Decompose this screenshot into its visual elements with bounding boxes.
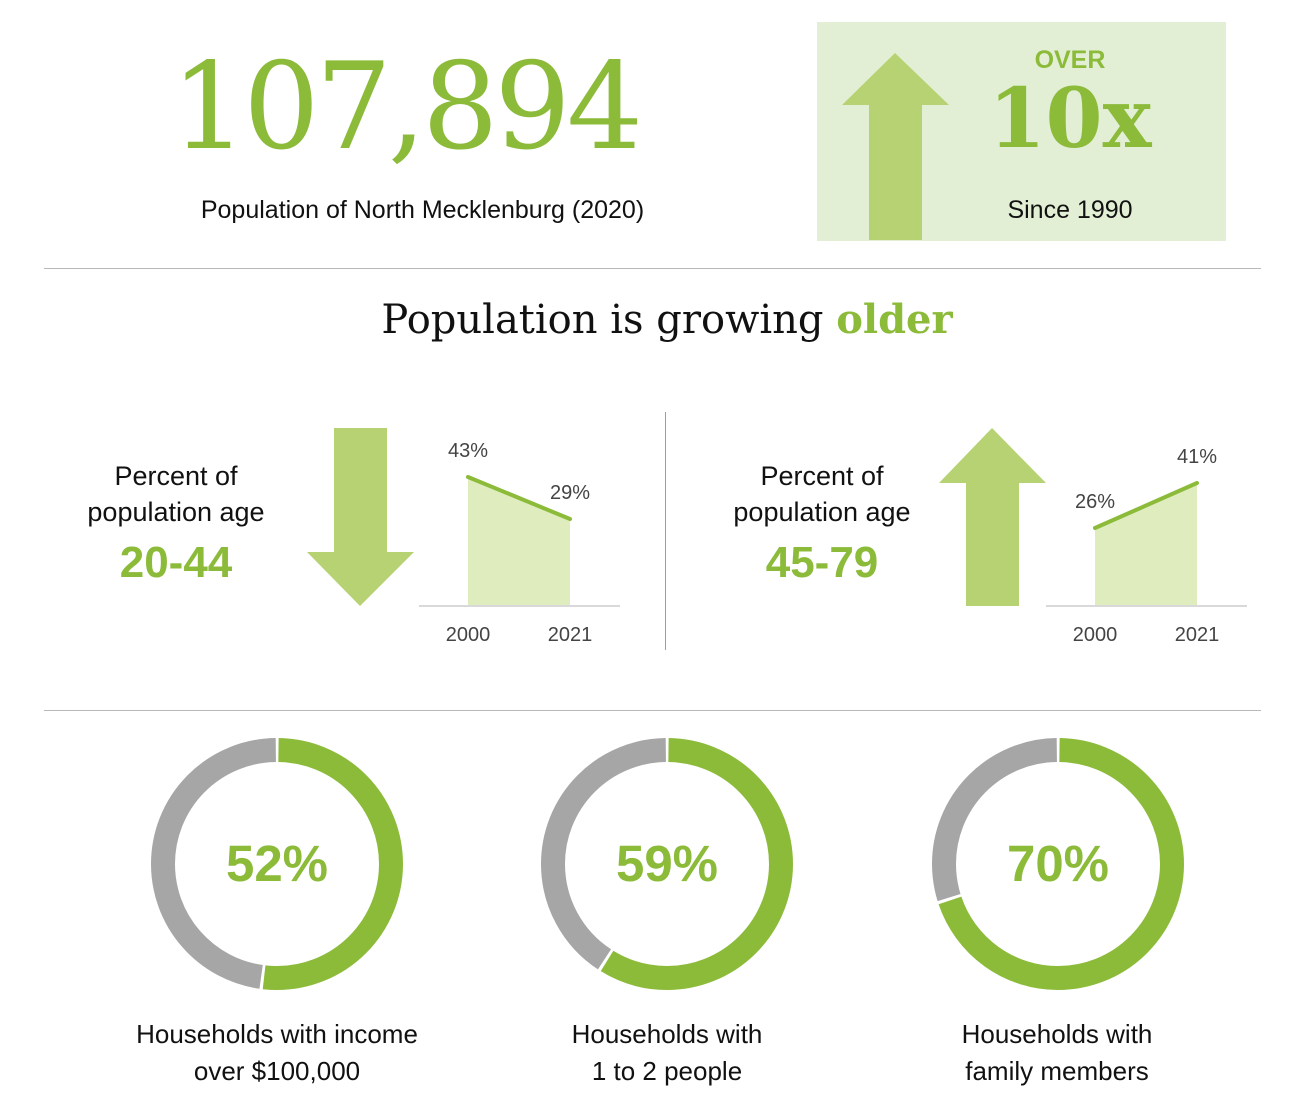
age-panel-2-range: 45-79 xyxy=(765,538,879,587)
donut-3-caption: Households with family members xyxy=(857,1016,1257,1090)
donut-remainder-arc xyxy=(541,738,793,990)
data-label: 41% xyxy=(1177,446,1217,468)
donut-chart-2 xyxy=(541,738,793,990)
age-panel-1-label-line2: population age xyxy=(87,497,265,527)
x-tick-label: 2021 xyxy=(548,624,593,646)
section-title-highlight: older xyxy=(836,296,953,343)
section-title: Population is growing older xyxy=(0,296,1310,343)
donut-1-value: 52% xyxy=(225,835,329,892)
donut-remainder-arc xyxy=(151,738,403,990)
age-panel-1-range: 20-44 xyxy=(119,538,233,587)
population-label: Population of North Mecklenburg (2020) xyxy=(200,196,645,224)
x-tick-label: 2021 xyxy=(1175,624,1220,646)
growth-over-label: OVER xyxy=(1034,46,1106,74)
arrow-down-icon xyxy=(307,428,414,606)
series-line xyxy=(1093,481,1199,530)
data-label: 26% xyxy=(1075,491,1115,513)
series-line xyxy=(466,475,572,521)
area-fill xyxy=(1095,483,1197,606)
donut-2-value: 59% xyxy=(615,835,719,892)
donut-remainder-arc xyxy=(932,738,1184,990)
donut-1-caption-line1: Households with income xyxy=(136,1019,418,1049)
age-panel-2-label: Percent of population age xyxy=(698,458,946,530)
area-chart-1: 43% 2000 29% 2021 xyxy=(419,440,620,646)
donut-value-arc xyxy=(151,738,403,990)
donut-2-caption-line2: 1 to 2 people xyxy=(591,1056,743,1086)
panel-divider xyxy=(665,412,666,650)
growth-multiplier: 10x xyxy=(988,71,1152,167)
donut-3-value: 70% xyxy=(1006,835,1110,892)
donut-value-arc xyxy=(541,738,793,990)
donut-chart-1 xyxy=(151,738,403,990)
donut-3-caption-line1: Households with xyxy=(961,1019,1153,1049)
donut-2-caption: Households with 1 to 2 people xyxy=(467,1016,867,1090)
age-panel-2-label-line1: Percent of xyxy=(760,461,884,491)
arrow-up-icon xyxy=(939,428,1046,606)
donut-1-caption-line2: over $100,000 xyxy=(193,1056,361,1086)
age-panel-1-label: Percent of population age xyxy=(52,458,300,530)
donut-3-caption-line2: family members xyxy=(965,1056,1149,1086)
area-chart-2: 26% 2000 41% 2021 xyxy=(1046,446,1247,646)
divider-bottom xyxy=(44,710,1261,711)
age-panel-2-label-line2: population age xyxy=(733,497,911,527)
donut-chart-3 xyxy=(932,738,1184,990)
section-title-text: Population is growing xyxy=(381,297,837,343)
data-label: 43% xyxy=(448,440,488,462)
x-tick-label: 2000 xyxy=(1073,624,1118,646)
donut-2-caption-line1: Households with xyxy=(571,1019,763,1049)
x-tick-label: 2000 xyxy=(446,624,491,646)
data-label: 29% xyxy=(550,482,590,504)
growth-since-label: Since 1990 xyxy=(1007,196,1133,224)
population-number: 107,894 xyxy=(170,38,643,177)
age-panel-1-label-line1: Percent of xyxy=(114,461,238,491)
donut-value-arc xyxy=(932,738,1184,990)
divider-top xyxy=(44,268,1261,269)
arrow-up-icon xyxy=(842,53,949,240)
growth-box: OVER 10x Since 1990 xyxy=(817,22,1226,241)
donut-1-caption: Households with income over $100,000 xyxy=(77,1016,477,1090)
